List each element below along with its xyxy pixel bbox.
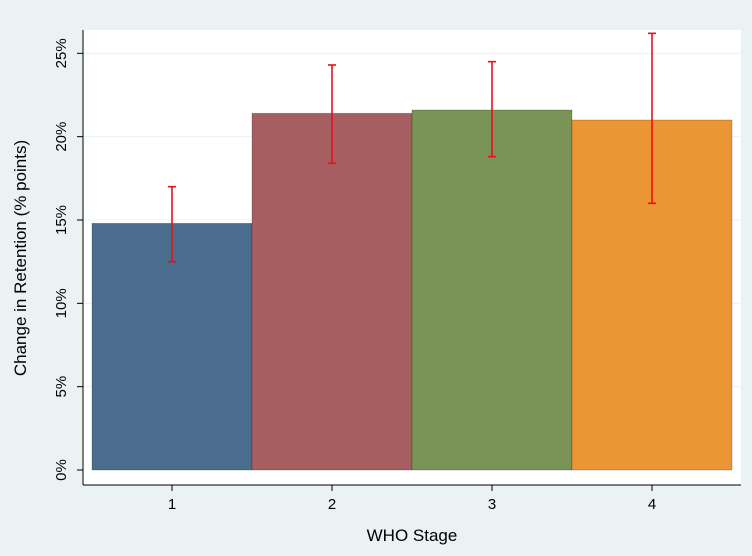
x-tick-label: 4 (648, 496, 656, 513)
x-ticks: 1 2 3 4 (168, 485, 656, 513)
y-ticks: 0% 5% 10% 15% 20% 25% (53, 38, 83, 481)
bar-stage-3 (411, 109, 573, 471)
y-tick-label: 20% (53, 122, 70, 152)
x-tick-label: 3 (488, 496, 496, 513)
bar-stage-1 (91, 222, 253, 471)
error-bar-stage-4 (648, 32, 656, 205)
x-axis-title: WHO Stage (367, 526, 458, 545)
bar-stage-2 (251, 112, 413, 471)
y-tick-label: 5% (53, 376, 70, 398)
y-tick-label: 10% (53, 288, 70, 318)
error-bar-stage-3 (488, 60, 496, 158)
x-tick-label: 1 (168, 496, 176, 513)
error-bars (168, 32, 656, 263)
y-tick-label: 25% (53, 38, 70, 68)
error-bar-stage-2 (328, 64, 336, 165)
y-tick-label: 15% (53, 205, 70, 235)
error-bar-stage-1 (168, 185, 176, 263)
y-tick-label: 0% (53, 459, 70, 481)
bars (91, 109, 733, 471)
y-axis-title: Change in Retention (% points) (11, 140, 30, 376)
x-tick-label: 2 (328, 496, 336, 513)
